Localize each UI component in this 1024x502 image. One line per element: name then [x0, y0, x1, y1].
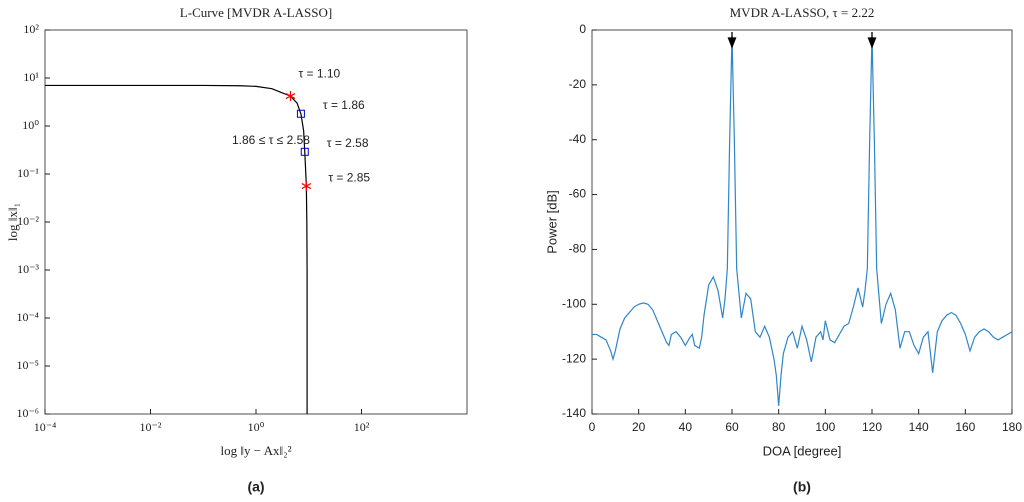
y-tick-label: 10⁰ [22, 118, 39, 132]
star-stroke [285, 93, 296, 100]
star-marker [301, 181, 312, 192]
y-tick-label: -120 [562, 351, 586, 365]
x-tick-label: 100 [815, 420, 835, 434]
data-line [592, 35, 1013, 406]
y-tick-label: -80 [569, 242, 587, 256]
y-tick-label: 10¹ [23, 70, 39, 84]
y-tick-label: 0 [579, 22, 586, 36]
y-tick-label: -60 [569, 187, 587, 201]
square-marker [296, 109, 305, 118]
x-axis-label: DOA [degree] [763, 443, 842, 458]
annotation: 1.86 ≤ τ ≤ 2.58 [232, 133, 310, 147]
x-tick-label: 60 [725, 420, 739, 434]
plot-area [44, 29, 468, 415]
square-marker [300, 147, 309, 156]
x-tick-label: 20 [632, 420, 646, 434]
marker-label: τ = 2.58 [327, 136, 369, 150]
y-tick-label: 10⁻¹ [17, 166, 39, 180]
x-tick-label: 80 [772, 420, 786, 434]
plot-area [591, 29, 1013, 415]
x-tick-label: 10² [354, 420, 370, 434]
x-tick-label: 10⁻⁴ [34, 420, 57, 434]
marker-label: τ = 2.85 [328, 170, 370, 184]
caption: (a) [247, 479, 264, 495]
x-tick-label: 160 [955, 420, 975, 434]
data-line [45, 84, 308, 414]
marker-label: τ = 1.10 [298, 66, 340, 80]
y-tick-label: 10⁻⁵ [16, 358, 39, 372]
peak-arrow [867, 32, 877, 49]
y-tick-label: 10² [23, 22, 39, 36]
star-marker [285, 91, 296, 102]
star-stroke [301, 183, 312, 190]
x-tick-label: 40 [679, 420, 693, 434]
y-tick-label: 10⁻⁶ [16, 406, 39, 420]
x-tick-label: 180 [1002, 420, 1022, 434]
x-tick-label: 10⁰ [248, 420, 265, 434]
y-axis-label: Power [dB] [544, 190, 559, 254]
y-tick-label: 10⁻⁴ [16, 310, 39, 324]
y-tick-label: -20 [569, 77, 587, 91]
x-tick-label: 10⁻² [140, 420, 162, 434]
y-tick-label: -40 [569, 132, 587, 146]
caption: (b) [793, 479, 811, 495]
y-tick-label: 10⁻² [17, 214, 39, 228]
x-tick-label: 0 [589, 420, 596, 434]
marker-label: τ = 1.86 [323, 98, 365, 112]
y-tick-label: 10⁻³ [17, 262, 39, 276]
chart-title: MVDR A-LASSO, τ = 2.22 [730, 5, 875, 20]
x-tick-label: 140 [909, 420, 929, 434]
x-tick-label: 120 [862, 420, 882, 434]
chart-title: L-Curve [MVDR A-LASSO] [180, 5, 332, 20]
y-tick-label: -140 [562, 406, 586, 420]
x-axis-label: log ‖y − Ax‖₂² [220, 443, 291, 458]
y-tick-label: -100 [562, 296, 586, 310]
y-axis-label: log ‖x‖₁ [5, 203, 20, 241]
peak-arrow [727, 32, 737, 49]
